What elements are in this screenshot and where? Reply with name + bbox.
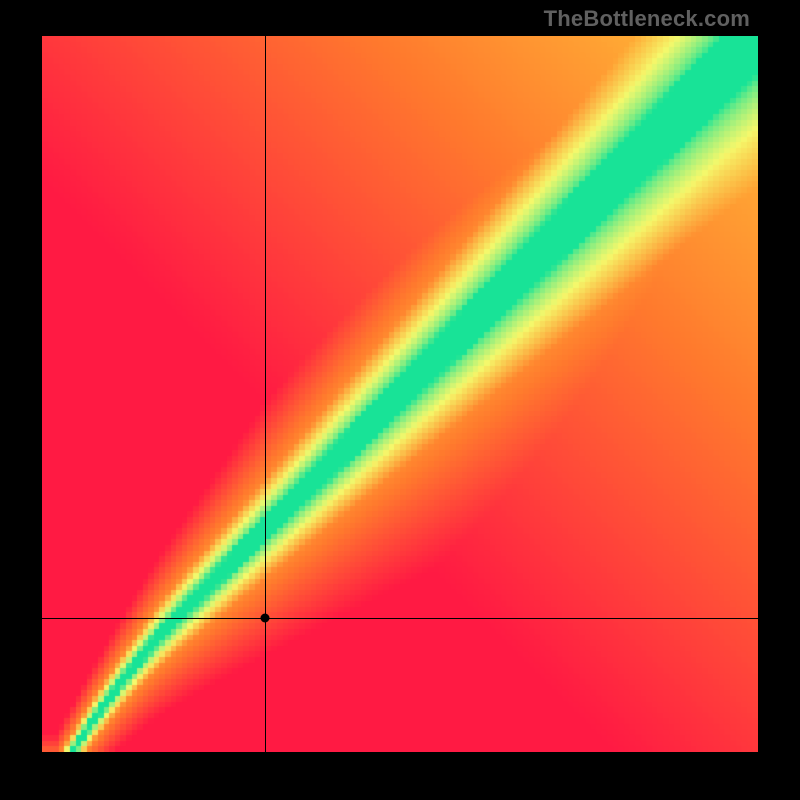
heatmap-canvas — [42, 36, 758, 752]
crosshair-horizontal — [42, 618, 758, 619]
selection-marker — [261, 614, 270, 623]
crosshair-vertical — [265, 36, 266, 752]
watermark-text: TheBottleneck.com — [544, 6, 750, 32]
bottleneck-heatmap — [42, 36, 758, 752]
